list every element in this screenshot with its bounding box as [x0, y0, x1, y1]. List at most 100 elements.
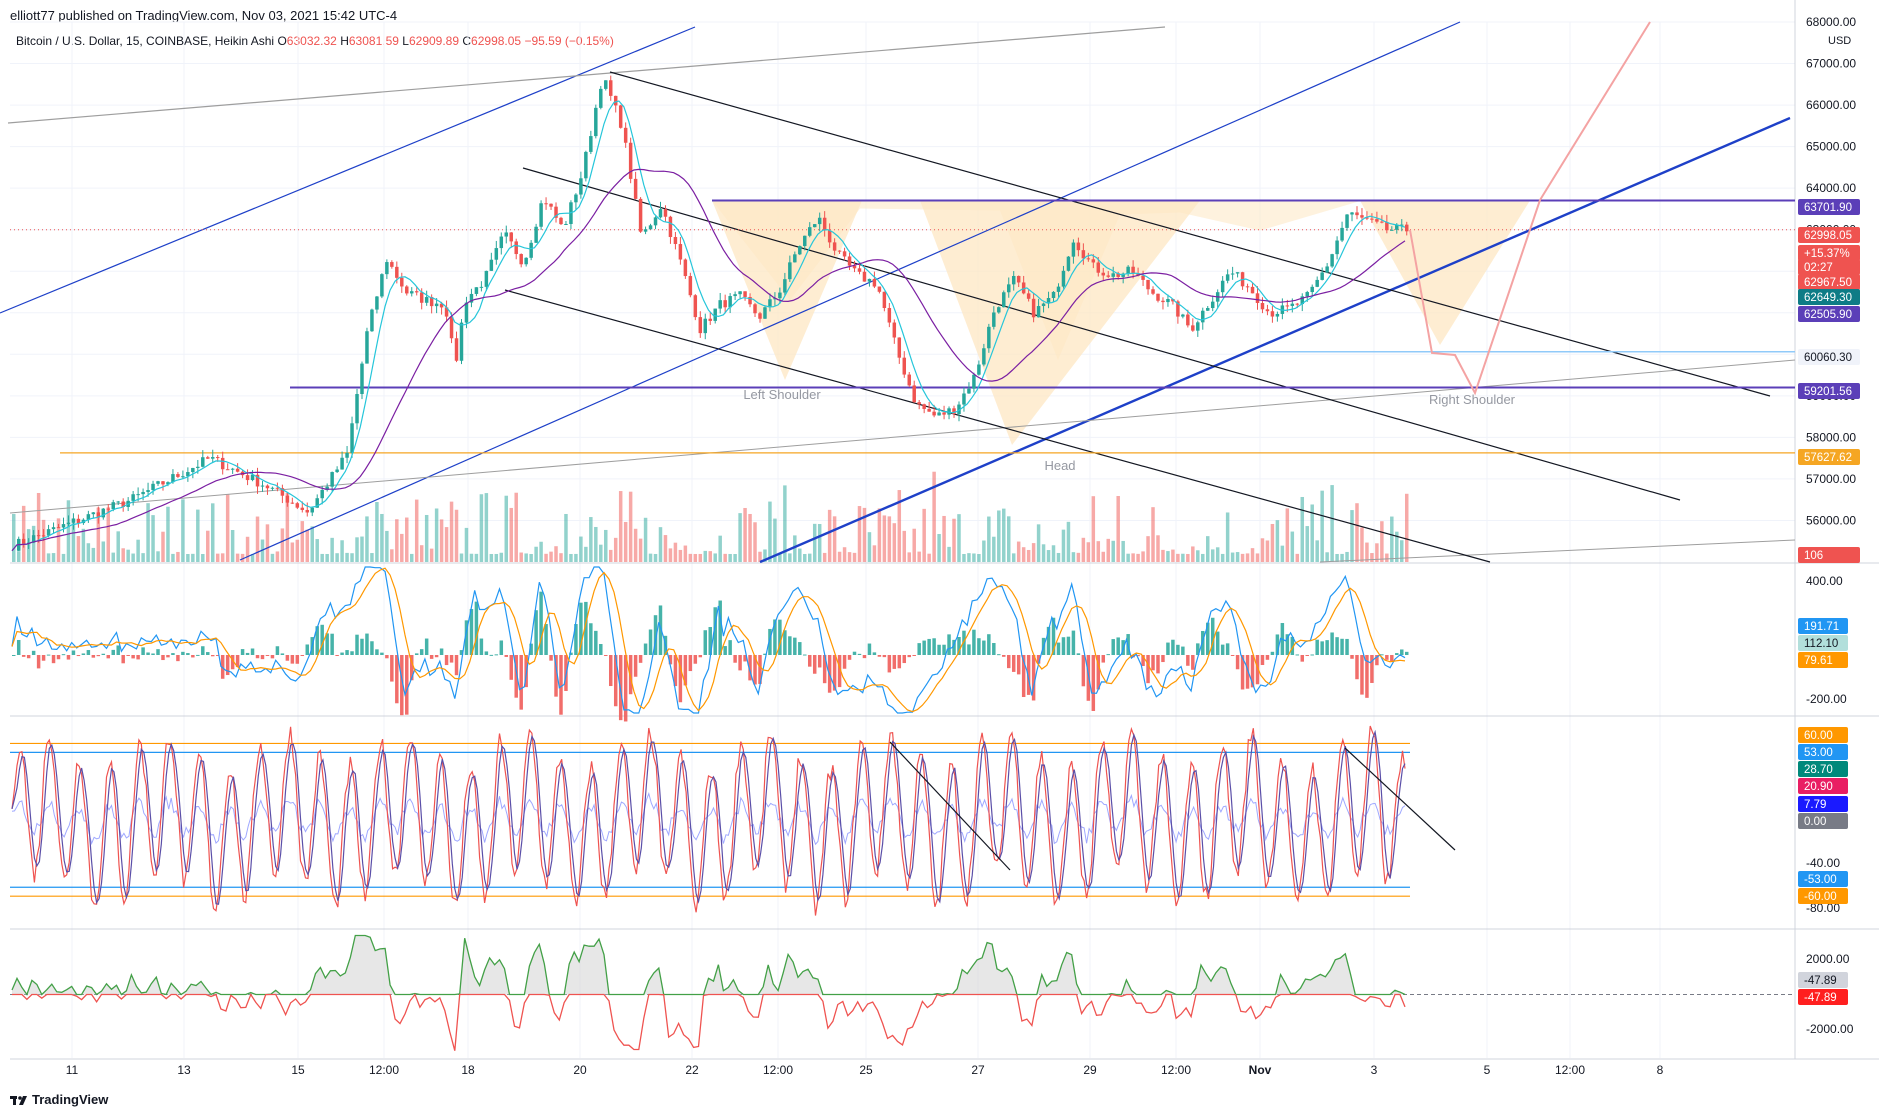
candle-body	[638, 198, 643, 232]
histogram-bar	[201, 646, 205, 655]
histogram-bar	[1196, 643, 1200, 655]
histogram-bar	[1225, 643, 1230, 655]
time-axis[interactable]: 11 13 15 12:00 18 20 22 12:00 25 27 29 12:00 Nov 3 5 12…	[66, 1063, 1664, 1077]
histogram-bar	[1021, 655, 1026, 698]
price-tick-label: 67000.00	[1806, 57, 1856, 71]
time-tick-label: 5	[1484, 1063, 1491, 1077]
volume-bar	[1191, 546, 1195, 562]
volume-bar	[857, 506, 862, 562]
volume-bar	[832, 516, 837, 562]
histogram-bar	[41, 655, 46, 661]
histogram-bar	[76, 655, 81, 657]
volume-bar	[375, 502, 379, 562]
candle-body	[723, 300, 727, 308]
histogram-bar	[46, 654, 51, 656]
histogram-bar	[385, 655, 389, 659]
volume-bar	[1355, 503, 1359, 562]
candle-body	[1206, 308, 1210, 311]
candle-body	[171, 474, 175, 483]
histogram-bar	[847, 655, 852, 660]
histogram-bar	[444, 655, 449, 666]
candle-body	[141, 491, 145, 495]
horizontal-levels[interactable]	[10, 199, 1795, 454]
histogram-bar	[544, 624, 548, 655]
histogram-bar	[141, 647, 145, 655]
candle-body	[579, 178, 583, 195]
histogram-bar	[937, 644, 941, 655]
volume-bar	[519, 552, 523, 562]
candle-body	[46, 529, 51, 536]
histogram-bar	[215, 655, 220, 656]
low-value: 62909.89	[408, 34, 460, 48]
histogram-bar	[842, 655, 847, 669]
volume-bar	[106, 507, 111, 562]
volume-bar	[1136, 553, 1140, 562]
change-value: −95.59 (−0.15%)	[524, 34, 614, 48]
volume-bar	[1206, 536, 1210, 562]
trendlines[interactable]	[0, 21, 1796, 564]
candle-body	[907, 374, 911, 386]
histogram-bar	[265, 655, 270, 656]
volume-bar	[166, 506, 170, 562]
histogram-bar	[773, 619, 777, 655]
histogram-bar	[539, 591, 543, 655]
candle-body	[753, 304, 757, 314]
histogram-bar	[534, 610, 538, 655]
volume-bar	[1360, 527, 1364, 562]
histogram-bar	[927, 638, 931, 655]
volume-bar	[887, 516, 892, 562]
candle-body	[658, 209, 663, 218]
candle-body	[559, 217, 563, 225]
volume-bar	[345, 552, 349, 562]
close-label: C	[462, 34, 472, 48]
volume-bar	[1081, 537, 1086, 562]
symbol-legend[interactable]: Bitcoin / U.S. Dollar, 15, COINBASE, Hei…	[16, 34, 614, 48]
volume-bar	[658, 527, 663, 562]
candle-body	[544, 203, 548, 205]
volume-bar	[1036, 524, 1041, 562]
volume-bar	[245, 536, 250, 562]
right-shoulder-fill	[1360, 200, 1530, 345]
histogram-bar	[658, 605, 663, 655]
volume-bar	[51, 553, 56, 562]
histogram-bar	[982, 640, 986, 655]
candle-body	[305, 509, 310, 513]
volume-bar	[1201, 553, 1205, 562]
histogram-bar	[116, 645, 120, 655]
candle-body	[927, 408, 931, 412]
candle-body	[300, 507, 305, 510]
histogram-bar	[1230, 655, 1235, 656]
candle-body	[763, 307, 767, 319]
candle-body	[539, 203, 543, 227]
histogram-bar	[464, 620, 469, 655]
volume-bar	[36, 492, 41, 562]
volume-bar	[1275, 520, 1280, 562]
histogram-bar	[987, 634, 991, 655]
volume-bar	[414, 499, 419, 562]
histogram-bar	[808, 655, 812, 667]
candle-body	[76, 518, 81, 524]
time-tick-label: 25	[859, 1063, 873, 1077]
candle-body	[310, 507, 314, 513]
volume-bar	[1156, 535, 1160, 562]
volume-bar	[1071, 552, 1076, 562]
volume-bar	[643, 517, 648, 562]
osc-value-text: 20.90	[1804, 781, 1833, 793]
volume-bar	[429, 548, 434, 562]
volume-bar	[1146, 536, 1150, 562]
histogram-bar	[892, 655, 897, 669]
volume-bar	[1026, 549, 1031, 562]
volume-bar	[1395, 531, 1399, 562]
price-axis[interactable]: 68000.00 67000.00 66000.00 65000.00 64000.00…	[1798, 15, 1860, 1036]
macd-pane	[11, 566, 1409, 722]
price-label-text: 106	[1804, 550, 1823, 562]
candle-body	[429, 297, 434, 307]
volume-bar	[255, 516, 260, 562]
volume-bar	[623, 521, 628, 562]
volume-bar	[1380, 521, 1384, 562]
volume-bar	[728, 553, 732, 562]
histogram-bar	[1026, 655, 1031, 695]
candle-body	[1141, 275, 1145, 280]
volume-bar	[907, 552, 911, 562]
